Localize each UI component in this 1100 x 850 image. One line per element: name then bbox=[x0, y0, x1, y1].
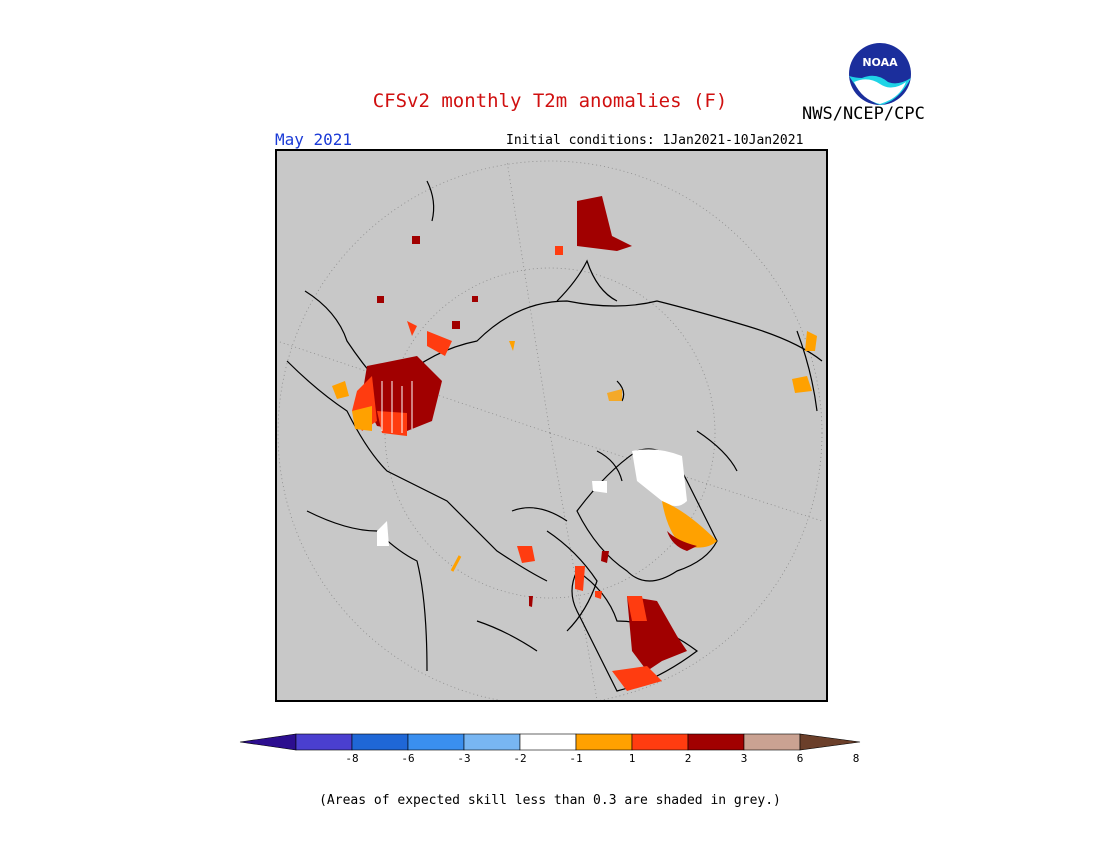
colorbar-bin-4 bbox=[463, 733, 521, 751]
colorbar-tick-label: 1 bbox=[628, 752, 636, 765]
colorbar-tick-label: -3 bbox=[457, 752, 471, 765]
colorbar-bin-1 bbox=[295, 733, 353, 751]
colorbar-tick-label: -6 bbox=[401, 752, 415, 765]
colorbar-tick-label: 6 bbox=[796, 752, 804, 765]
svg-text:NOAA: NOAA bbox=[862, 56, 898, 69]
forecast-month: May 2021 bbox=[275, 130, 353, 149]
colorbar-bin-6 bbox=[575, 733, 633, 751]
colorbar-tick-label: -2 bbox=[513, 752, 527, 765]
colorbar-bin-10 bbox=[799, 733, 861, 751]
colorbar-bin-8 bbox=[687, 733, 745, 751]
footnote: (Areas of expected skill less than 0.3 a… bbox=[319, 793, 781, 808]
colorbar-tick-label: -1 bbox=[569, 752, 583, 765]
colorbar-bin-0 bbox=[239, 733, 297, 751]
colorbar-tick-label: -8 bbox=[345, 752, 359, 765]
initial-conditions: Initial conditions: 1Jan2021-10Jan2021 bbox=[506, 133, 804, 148]
colorbar-bin-7 bbox=[631, 733, 689, 751]
organization-label: NWS/NCEP/CPC bbox=[802, 104, 925, 124]
noaa-logo: NOAA bbox=[848, 42, 912, 106]
colorbar-tick-label: 3 bbox=[740, 752, 748, 765]
colorbar-bin-3 bbox=[407, 733, 465, 751]
polar-map bbox=[275, 149, 828, 702]
colorbar-bin-2 bbox=[351, 733, 409, 751]
colorbar-bin-5 bbox=[519, 733, 577, 751]
colorbar-tick-label: 2 bbox=[684, 752, 692, 765]
colorbar-bin-9 bbox=[743, 733, 801, 751]
colorbar bbox=[238, 732, 862, 752]
chart-title: CFSv2 monthly T2m anomalies (F) bbox=[372, 90, 728, 112]
colorbar-tick-label: 8 bbox=[852, 752, 860, 765]
